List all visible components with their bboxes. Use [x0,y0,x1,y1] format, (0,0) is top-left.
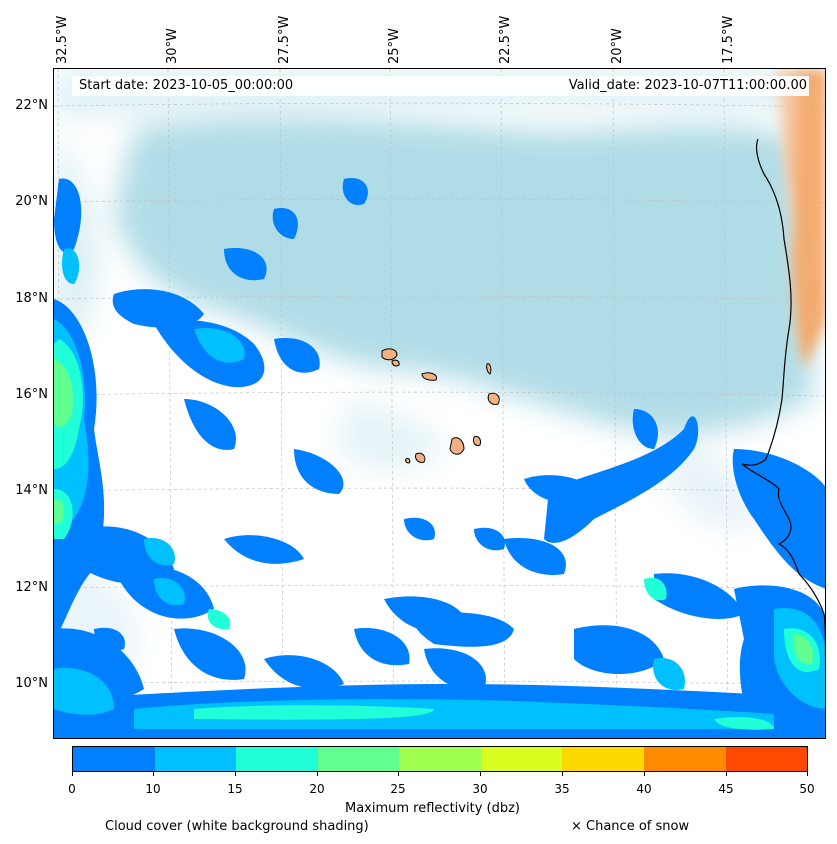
valid-date: Valid_date: 2023-10-07T11:00:00.00 [568,78,807,93]
reflectivity-map [53,68,826,739]
lat-tick-label: 12°N [15,580,48,595]
colorbar-tickmark [153,772,154,776]
reflectivity-colorbar [72,746,808,772]
snow-legend: × Chance of snow [571,819,690,834]
colorbar-tickmark [317,772,318,776]
lat-tick-label: 10°N [15,676,48,691]
coastline [741,138,825,663]
colorbar-segment [725,747,808,771]
colorbar-title: Maximum reflectivity (dbz) [345,801,520,816]
colorbar-tickmark [807,772,808,776]
lon-tick-label: 22.5°W [498,15,513,64]
colorbar-tick-label: 50 [799,782,815,796]
colorbar-tick-label: 25 [390,782,406,796]
colorbar-segment [399,747,481,771]
lon-tick-label: 20°W [610,28,625,64]
lat-tick-label: 18°N [15,291,48,306]
colorbar-segment [154,747,237,771]
colorbar-tickmark [726,772,727,776]
lat-tick-label: 22°N [15,98,48,113]
start-date: Start date: 2023-10-05_00:00:00 [79,78,294,93]
colorbar-segment [317,747,400,771]
colorbar-tick-label: 0 [68,782,76,796]
colorbar-segment [236,747,318,771]
lon-tick-label: 32.5°W [55,15,70,64]
colorbar-segment [480,747,563,771]
colorbar-tick-label: 35 [554,782,570,796]
colorbar-segment [73,747,155,771]
colorbar-tick-label: 15 [227,782,243,796]
lat-tick-label: 14°N [15,483,48,498]
colorbar-tickmark [398,772,399,776]
colorbar-tick-label: 45 [718,782,734,796]
colorbar-tick-label: 40 [636,782,652,796]
colorbar-tickmark [72,772,73,776]
cape-verde-islands [381,348,500,464]
lat-tick-label: 20°N [15,194,48,209]
lat-tick-label: 16°N [15,387,48,402]
lon-tick-label: 25°W [387,28,402,64]
colorbar-tickmark [644,772,645,776]
colorbar-tick-label: 30 [472,782,488,796]
land-africa [774,69,825,369]
lon-tick-label: 30°W [165,28,180,64]
cloud-cover-legend: Cloud cover (white background shading) [105,819,369,834]
colorbar-segment [562,747,644,771]
header-background [72,76,809,96]
colorbar-tick-label: 10 [145,782,161,796]
colorbar-tickmark [235,772,236,776]
colorbar-segment [643,747,726,771]
colorbar-tickmark [480,772,481,776]
colorbar-tick-label: 20 [309,782,325,796]
colorbar-tickmark [562,772,563,776]
reflectivity-20-25 [54,359,814,665]
lon-tick-label: 27.5°W [277,15,292,64]
lon-tick-label: 17.5°W [721,15,736,64]
